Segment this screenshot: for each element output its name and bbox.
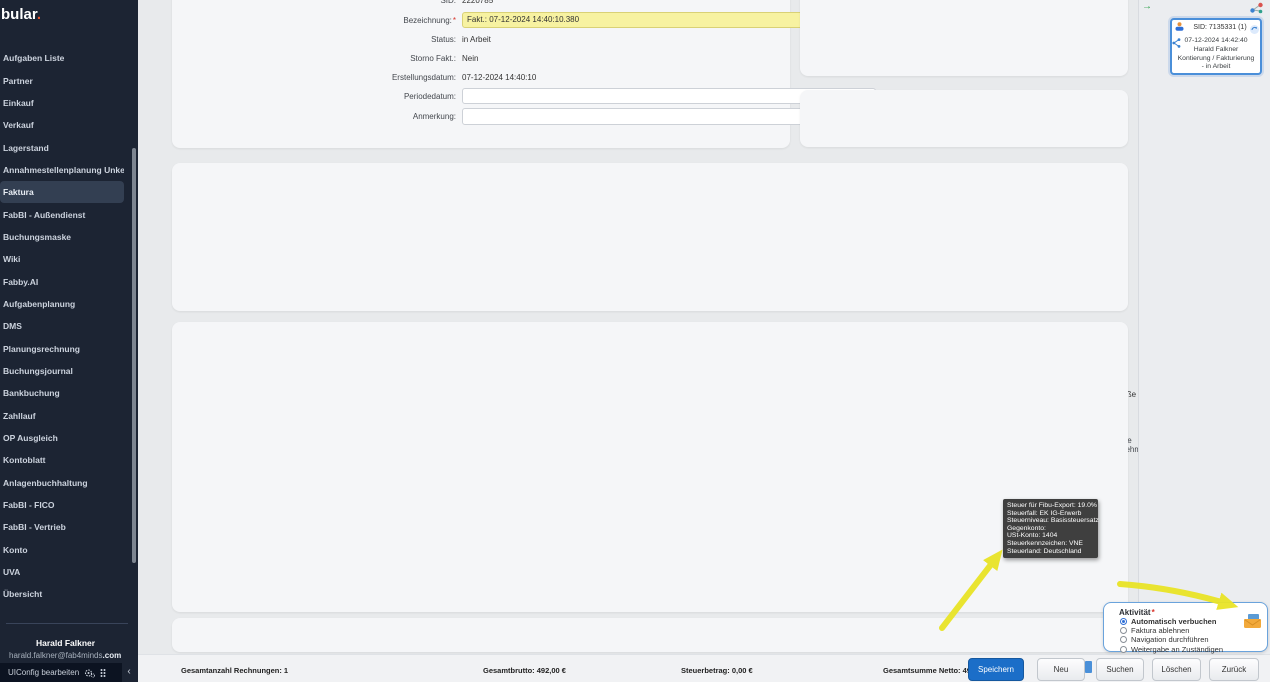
sidebar-item[interactable]: Kontoblatt xyxy=(3,455,46,466)
sidebar-item[interactable]: Partner xyxy=(3,75,33,86)
sidebar: bular. Aufgaben Liste Partner Einkauf Ve… xyxy=(0,0,138,682)
aktivitaet-option[interactable]: Weitergabe an Zuständigen xyxy=(1120,645,1250,654)
aktivitaet-card: Aktivität* Automatisch verbuchen Faktura… xyxy=(1103,602,1268,654)
save-button[interactable]: Speichern xyxy=(968,658,1024,681)
footer-steuer: Steuerbetrag: 0,00 € xyxy=(681,666,753,675)
sidebar-item[interactable]: Übersicht xyxy=(3,589,43,600)
workflow-user: Harald Falkner xyxy=(1193,46,1239,53)
document-icon[interactable] xyxy=(1085,661,1092,673)
radio[interactable] xyxy=(1120,618,1127,626)
sidebar-item[interactable]: Bankbuchung xyxy=(3,388,60,399)
sidebar-item[interactable]: Faktura xyxy=(0,181,124,204)
grip-icon[interactable] xyxy=(100,668,106,678)
druckprotokoll-panel: Druckprotokoll Datum Dokument 1 xyxy=(800,90,1128,147)
sidebar-scrollbar[interactable] xyxy=(132,148,136,563)
sidebar-divider xyxy=(6,623,128,624)
share-icon xyxy=(1172,38,1181,48)
workflow-datetime: 07-12-2024 14:42:40 xyxy=(1184,37,1248,44)
periodedatum-label: Periodedatum: xyxy=(403,92,456,101)
sidebar-item[interactable]: OP Ausgleich xyxy=(3,433,58,444)
sidebar-item[interactable]: FabBI - FICO xyxy=(3,500,55,511)
gear-icon[interactable] xyxy=(84,668,96,678)
tooltip-line: Steuer für Fibu-Export: 19.0% xyxy=(1007,502,1097,509)
sidebar-item[interactable]: Verkauf xyxy=(3,120,34,131)
sidebar-item[interactable]: FabBI - Vertrieb xyxy=(3,522,66,533)
workflow-strip xyxy=(1138,0,1270,682)
sidebar-item[interactable]: Anlagenbuchhaltung xyxy=(3,477,88,488)
tooltip-line: Steuerniveau: Basissteuersatz xyxy=(1007,517,1099,525)
aktivitaet-options: Automatisch verbuchen Faktura ablehnen N… xyxy=(1120,617,1250,654)
anzahl-panel: Anzahl : 3 xyxy=(172,618,1128,652)
uiconfig-bar[interactable]: UIConfig bearbeiten xyxy=(0,663,122,682)
anmerkung-label: Anmerkung: xyxy=(412,112,456,121)
footer-anzahl: Gesamtanzahl Rechnungen: 1 xyxy=(181,666,289,675)
aktivitaet-title: Aktivität* xyxy=(1119,608,1155,617)
sidebar-item[interactable]: Konto xyxy=(3,544,28,555)
erstellungsdatum-label: Erstellungsdatum: xyxy=(391,73,456,82)
sidebar-item[interactable]: Lagerstand xyxy=(3,142,49,153)
mail-auto-icon[interactable] xyxy=(1244,614,1262,629)
storno-label: Storno Fakt.: xyxy=(410,54,456,63)
footer-brutto: Gesamtbrutto: 492,00 € xyxy=(483,666,566,675)
sid-label: SID: xyxy=(440,0,456,5)
sidebar-item[interactable]: FabBI - Außendienst xyxy=(3,209,86,220)
person-icon xyxy=(1175,22,1184,31)
delete-button[interactable]: Löschen xyxy=(1152,658,1201,681)
tax-tooltip: Steuer für Fibu-Export: 19.0% Steuerfall:… xyxy=(1003,499,1099,559)
aktivitaet-option[interactable]: Automatisch verbuchen xyxy=(1120,617,1250,626)
tooltip-line: Steuerfall: EK IG-Erwerb xyxy=(1007,509,1082,517)
sidebar-item[interactable]: Planungsrechnung xyxy=(3,343,80,354)
workflow-sid: SID: 7135331 (1) xyxy=(1193,24,1247,31)
sidebar-item[interactable]: Aufgabenplanung xyxy=(3,298,76,309)
sidebar-item[interactable]: Fabby.AI xyxy=(3,276,39,287)
sync-icon[interactable] xyxy=(1249,24,1260,35)
tooltip-line: Steuerkennzeichen: VNE xyxy=(1007,539,1083,547)
sidebar-nav: Aufgaben Liste Partner Einkauf Verkauf L… xyxy=(0,47,138,606)
sidebar-item[interactable]: Einkauf xyxy=(3,97,34,108)
workflow-status: Kontierung / Fakturierung - in Arbeit xyxy=(1177,55,1255,70)
sidebar-collapse-icon[interactable]: ‹ xyxy=(127,666,131,677)
footer-netto: Gesamtsumme Netto: 492,00 € xyxy=(883,666,992,675)
print-panel: Drucker: lokaler Standarddrucker Dokumen… xyxy=(800,0,1128,76)
aktivitaet-option[interactable]: Faktura ablehnen xyxy=(1120,626,1250,635)
radio[interactable] xyxy=(1120,645,1127,653)
sidebar-item[interactable]: DMS xyxy=(3,321,22,332)
user-email: harald.falkner@fab4minds.com xyxy=(9,651,122,660)
workflow-card[interactable]: SID: 7135331 (1) 07-12-2024 14:42:40 Har… xyxy=(1170,18,1262,75)
faktura-form-panel: SID: Bezeichnung:* Status: Storno Fakt.:… xyxy=(172,0,883,148)
arrow-right-green-icon[interactable]: → xyxy=(1142,1,1152,12)
back-button[interactable]: Zurück xyxy=(1209,658,1259,681)
radio[interactable] xyxy=(1120,636,1127,644)
search-button[interactable]: Suchen xyxy=(1096,658,1144,681)
radio[interactable] xyxy=(1120,627,1127,635)
status-value: in Arbeit xyxy=(462,35,491,44)
tooltip-line: Gegenkonto: xyxy=(1007,524,1046,532)
sidebar-item[interactable]: Buchungsmaske xyxy=(3,231,72,242)
uiconfig-label[interactable]: UIConfig bearbeiten xyxy=(8,668,80,677)
faktura-erstellen-panel: Faktura erstellen Ausgangsrechnung (RE) … xyxy=(172,163,1270,460)
erstellungsdatum-value: 07-12-2024 14:40:10 xyxy=(462,73,537,82)
bezeichnung-label: Bezeichnung:* xyxy=(403,16,456,25)
aktivitaet-option[interactable]: Navigation durchführen xyxy=(1120,635,1250,644)
user-name: Harald Falkner xyxy=(36,638,96,648)
tooltip-line: USt-Konto: 1404 xyxy=(1007,532,1058,540)
tooltip-line: Steuerland: Deutschland xyxy=(1007,547,1082,555)
storno-value: Nein xyxy=(462,54,479,63)
status-label: Status: xyxy=(431,35,456,44)
inhalt-faktura-panel: Inhalt Faktura Faktura ∧ ∨ Typ Lfd. Nr. … xyxy=(172,322,1268,682)
sid-value: 2220785 xyxy=(462,0,494,5)
app-logo: bular. xyxy=(1,6,42,23)
sidebar-item[interactable]: Wiki xyxy=(3,254,21,265)
workflow-icon[interactable] xyxy=(1249,2,1264,14)
sidebar-item[interactable]: Annahmestellenplanung Unkel xyxy=(3,164,124,175)
new-button[interactable]: Neu xyxy=(1037,658,1085,681)
sidebar-item[interactable]: Aufgaben Liste xyxy=(3,53,65,64)
sidebar-item[interactable]: Zahllauf xyxy=(3,410,36,421)
sidebar-item[interactable]: UVA xyxy=(3,567,21,578)
sidebar-item[interactable]: Buchungsjournal xyxy=(3,365,73,376)
